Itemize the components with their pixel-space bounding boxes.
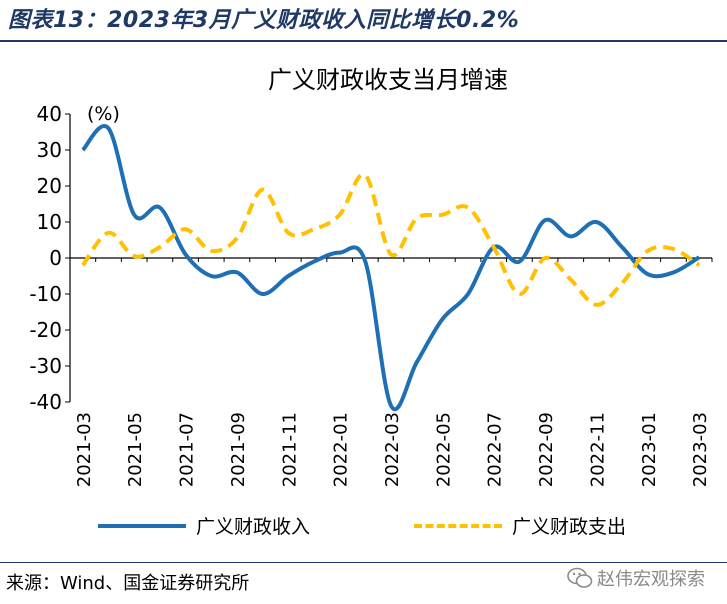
- line-chart: 广义财政收支当月增速 40 30 20 10 0 -10 -20 -30 -40 2021-03…: [29, 66, 713, 487]
- x-tick-label: 2021-11: [279, 412, 300, 487]
- watermark-text: 赵伟宏观探索: [597, 569, 705, 590]
- data-point: [133, 255, 136, 258]
- data-point: [261, 188, 264, 191]
- data-point: [544, 219, 547, 222]
- data-point: [441, 213, 444, 216]
- y-tick-label: -10: [29, 282, 62, 306]
- x-tick-label: 2021-07: [177, 412, 198, 487]
- x-tick-label: 2021-05: [125, 412, 146, 487]
- data-point: [107, 127, 110, 130]
- data-point: [158, 206, 161, 209]
- wechat-icon: [567, 567, 593, 588]
- data-point: [261, 293, 264, 296]
- data-point: [672, 248, 675, 251]
- legend-label-expenditure: 广义财政支出: [512, 516, 627, 538]
- data-point: [338, 251, 341, 254]
- data-point: [184, 253, 187, 256]
- chart-axes: [69, 114, 712, 402]
- data-point: [364, 174, 367, 177]
- x-tick-label: 2023-01: [639, 412, 660, 487]
- data-point: [312, 260, 315, 263]
- data-point: [287, 275, 290, 278]
- data-point: [390, 253, 393, 256]
- series-layer: [81, 124, 701, 411]
- y-unit-label: (%): [87, 103, 120, 125]
- data-point: [235, 271, 238, 274]
- data-point: [621, 282, 624, 285]
- data-point: [210, 275, 213, 278]
- y-tick-label: -20: [29, 318, 62, 342]
- legend-item-expenditure: 广义财政支出: [414, 512, 626, 539]
- source-note: 来源：Wind、国金证券研究所: [6, 573, 250, 594]
- data-point: [415, 217, 418, 220]
- y-tick-label: 10: [37, 210, 62, 234]
- series-expenditure: [81, 172, 701, 307]
- x-tick-label: 2022-09: [536, 412, 557, 487]
- data-point: [81, 149, 84, 152]
- data-point: [672, 271, 675, 274]
- data-point: [646, 249, 649, 252]
- data-point: [364, 260, 367, 263]
- data-point: [518, 260, 521, 263]
- data-point: [107, 231, 110, 234]
- data-point: [235, 237, 238, 240]
- series-line-revenue: [81, 124, 701, 411]
- footer-divider: [0, 562, 727, 563]
- y-tick-label: 30: [37, 138, 62, 162]
- data-point: [287, 231, 290, 234]
- chart-legend: 广义财政收入 广义财政支出: [0, 508, 727, 544]
- y-tick-label: 0: [49, 246, 62, 270]
- x-tick-label: 2022-11: [587, 412, 608, 487]
- data-point: [390, 404, 393, 407]
- data-point: [595, 221, 598, 224]
- data-point: [698, 264, 701, 267]
- x-tick-label: 2022-05: [433, 412, 454, 487]
- data-point: [569, 235, 572, 238]
- data-point: [415, 361, 418, 364]
- x-axis-ticks: 2021-03 2021-05 2021-07 2021-09 2021-11 2022-…: [69, 258, 713, 487]
- legend-swatch-expenditure: [414, 523, 502, 528]
- data-point: [646, 273, 649, 276]
- legend-swatch-revenue: [98, 523, 186, 528]
- data-point: [569, 278, 572, 281]
- data-point: [158, 246, 161, 249]
- data-point: [441, 318, 444, 321]
- x-tick-label: 2023-03: [690, 412, 711, 487]
- data-point: [544, 257, 547, 260]
- series-line-expenditure: [81, 172, 701, 307]
- data-point: [621, 246, 624, 249]
- data-point: [698, 256, 701, 259]
- data-point: [133, 213, 136, 216]
- y-tick-label: 20: [37, 174, 62, 198]
- data-point: [492, 246, 495, 249]
- legend-item-revenue: 广义财政收入: [98, 512, 310, 539]
- y-tick-label: -30: [29, 354, 62, 378]
- y-axis-ticks: 40 30 20 10 0 -10 -20 -30 -40: [29, 102, 70, 414]
- data-point: [595, 303, 598, 306]
- data-point: [184, 228, 187, 231]
- legend-label-revenue: 广义财政收入: [196, 516, 311, 538]
- chart-title: 广义财政收支当月增速: [268, 66, 508, 94]
- figure-title: 图表13：2023年3月广义财政收入同比增长0.2%: [8, 8, 520, 33]
- data-point: [312, 228, 315, 231]
- data-point: [518, 293, 521, 296]
- title-divider: [0, 40, 727, 42]
- data-point: [467, 293, 470, 296]
- series-revenue: [81, 124, 701, 411]
- data-point: [210, 249, 213, 252]
- data-point: [467, 206, 470, 209]
- y-tick-label: 40: [37, 102, 62, 126]
- data-point: [81, 264, 84, 267]
- x-tick-label: 2022-03: [382, 412, 403, 487]
- x-tick-label: 2022-01: [331, 412, 352, 487]
- y-tick-label: -40: [29, 390, 62, 414]
- x-tick-label: 2022-07: [485, 412, 506, 487]
- x-tick-label: 2021-03: [74, 412, 95, 487]
- x-tick-label: 2021-09: [228, 412, 249, 487]
- watermark: 赵伟宏观探索: [567, 565, 705, 591]
- data-point: [338, 213, 341, 216]
